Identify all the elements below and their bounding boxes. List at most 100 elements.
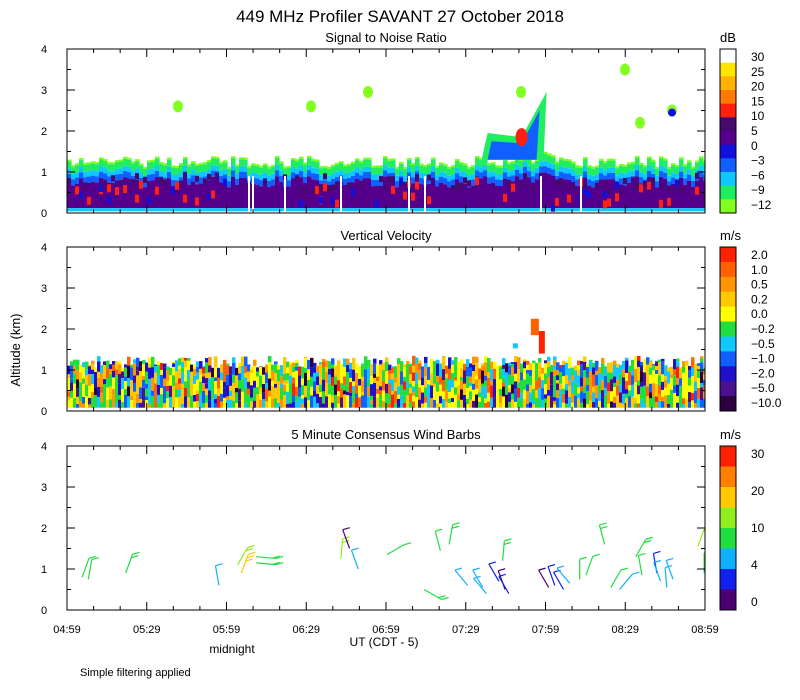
footnote: Simple filtering applied: [80, 667, 191, 679]
wind-barb: [637, 552, 646, 576]
y-tick-label: 0: [41, 406, 47, 418]
wind-barb: [619, 571, 640, 590]
colorbar-tick-label: −5.0: [751, 381, 775, 395]
wind-barb: [256, 561, 284, 566]
colorbar-tick-label: −1.0: [751, 352, 775, 366]
colorbar-units: dB: [720, 30, 736, 45]
colorbar-tick-label: 2.0: [751, 248, 768, 262]
colorbar-tick-label: 0.0: [751, 307, 768, 321]
x-tick-label: 08:29: [611, 624, 639, 636]
wind-barb: [473, 575, 487, 594]
wind-barb: [538, 567, 550, 588]
wind-barb: [81, 555, 97, 578]
colorbar-tick-label: 30: [751, 50, 765, 64]
y-tick-label: 1: [41, 365, 47, 377]
panel-title: 5 Minute Consensus Wind Barbs: [291, 427, 481, 442]
wind-barb: [454, 567, 469, 586]
colorbar-tick-label: 20: [751, 484, 765, 498]
x-axis-tick-labels: 04:59 05:29 05:59 06:29 06:59 07:29 07:59 08:29…: [53, 624, 719, 636]
wind-barb: [87, 556, 99, 580]
colorbar-tick-label: 30: [751, 447, 765, 461]
colorbar-tick-label: 0.2: [751, 292, 768, 306]
x-tick-label: 05:59: [213, 624, 241, 636]
colorbar: m/s 30 20 10 4 0: [719, 427, 765, 611]
wind-barb: [256, 555, 284, 560]
wind-barb: [653, 559, 662, 582]
panel-title: Vertical Velocity: [340, 228, 432, 243]
wind-barb: [423, 588, 449, 601]
y-tick-label: 4: [41, 441, 47, 453]
x-tick-label: 06:59: [372, 624, 400, 636]
colorbar-tick-label: 10: [751, 109, 765, 123]
colorbar-tick-label: 15: [751, 94, 765, 108]
figure-title: 449 MHz Profiler SAVANT 27 October 2018: [236, 7, 564, 26]
colorbar-tick-label: 0.5: [751, 278, 768, 292]
wind-barb: [703, 552, 705, 574]
panel-content: [67, 63, 705, 213]
y-tick-label: 0: [41, 208, 47, 220]
wind-barb: [579, 556, 587, 580]
colorbar-tick-label: −0.2: [751, 322, 775, 336]
x-tick-label: 05:29: [133, 624, 161, 636]
wind-barb: [498, 573, 510, 594]
colorbar-tick-label: −3: [751, 154, 765, 168]
panel-frame: [66, 445, 706, 611]
wind-barb: [665, 557, 674, 580]
wind-barb: [350, 547, 359, 570]
x-tick-label: 07:29: [452, 624, 480, 636]
colorbar-tick-label: 0: [751, 139, 758, 153]
colorbar-tick-label: 10: [751, 521, 765, 535]
x-tick-label: 06:29: [292, 624, 320, 636]
panel-1: Signal to Noise Ratio01234dB302520151050…: [41, 30, 772, 220]
wind-barb: [547, 564, 556, 586]
colorbar-units: m/s: [720, 427, 741, 442]
colorbar-units: m/s: [720, 228, 741, 243]
colorbar-tick-label: −9: [751, 183, 765, 197]
wind-barb: [610, 567, 629, 588]
wind-barb: [237, 545, 255, 566]
colorbar-tick-label: 25: [751, 65, 765, 79]
x-tick-label: 04:59: [53, 624, 81, 636]
wind-barb: [240, 551, 256, 574]
colorbar-tick-label: −10.0: [751, 396, 782, 410]
y-tick-label: 2: [41, 523, 47, 535]
colorbar-tick-label: 5: [751, 124, 758, 138]
wind-barb: [502, 538, 512, 561]
colorbar-tick-label: −12: [751, 198, 772, 212]
wind-barb: [340, 536, 350, 559]
wind-barb: [664, 564, 673, 588]
y-tick-label: 3: [41, 85, 47, 97]
panel-2: Vertical Velocity 0 1 2 3 4 m/s 2.01.00.50.20.0…: [41, 228, 782, 418]
wind-barb: [585, 553, 600, 576]
y-tick-label: 0: [41, 605, 47, 617]
wind-barb: [556, 565, 571, 584]
wind-barb: [598, 522, 608, 545]
y-tick-label: 2: [41, 324, 47, 336]
colorbar-tick-label: −2.0: [751, 366, 775, 380]
wind-barb: [214, 563, 223, 586]
panel-title: Signal to Noise Ratio: [325, 30, 446, 45]
y-tick-label: 2: [41, 126, 47, 138]
panels: Signal to Noise Ratio01234dB302520151050…: [41, 30, 782, 617]
wind-barb: [635, 536, 653, 558]
wind-barb: [386, 542, 412, 556]
y-tick-label: 3: [41, 283, 47, 295]
x-tick-label: 08:59: [691, 624, 719, 636]
colorbar-tick-label: 0: [751, 595, 758, 609]
wind-barb: [434, 528, 443, 551]
midnight-label: midnight: [209, 642, 255, 656]
wind-barb: [488, 561, 500, 582]
colorbar-tick-label: −0.5: [751, 337, 775, 351]
y-tick-label: 3: [41, 482, 47, 494]
colorbar-tick-label: 1.0: [751, 263, 768, 277]
wind-barb: [342, 527, 351, 549]
panel-content: [67, 318, 705, 408]
x-tick-label: 07:59: [532, 624, 560, 636]
y-tick-label: 1: [41, 564, 47, 576]
wind-barb: [448, 522, 460, 545]
wind-barb: [553, 569, 565, 590]
colorbar-tick-label: −6: [751, 168, 765, 182]
y-tick-label: 4: [41, 44, 47, 56]
